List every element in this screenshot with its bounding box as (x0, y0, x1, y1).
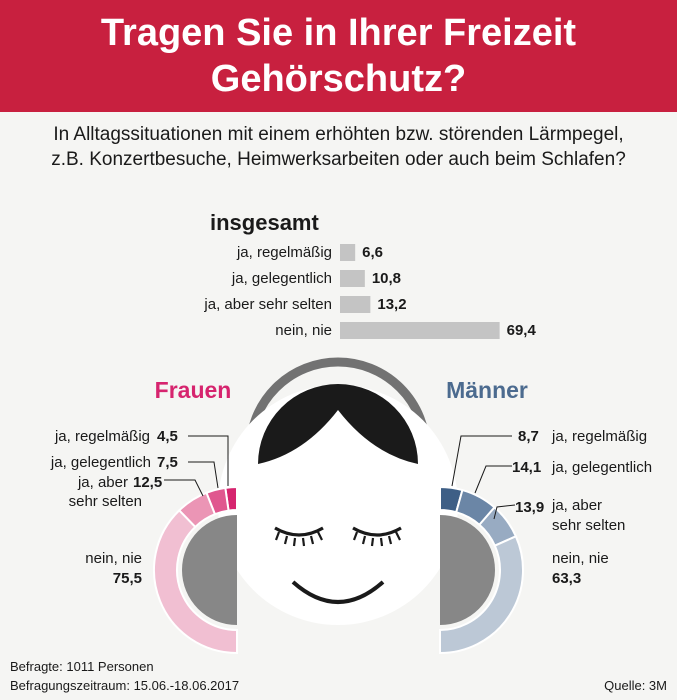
overall-chart-title: insgesamt (210, 210, 319, 235)
maenner-label-selten-1: ja, aber (551, 497, 602, 514)
maenner-label-gelegentlich: ja, gelegentlich (551, 459, 652, 476)
overall-bar (340, 244, 356, 261)
face-illustration (218, 384, 458, 625)
leader-line (474, 465, 512, 494)
frauen-ear-cup (182, 515, 237, 625)
smile (291, 580, 385, 604)
leader-line (451, 435, 512, 487)
maenner-leader-lines (451, 435, 516, 520)
frauen-label-gelegentlich: ja, gelegentlich (50, 454, 151, 471)
overall-bar (340, 270, 365, 287)
overall-category-label: ja, gelegentlich (231, 270, 332, 287)
header-banner: Tragen Sie in Ihrer Freizeit Gehörschutz… (0, 0, 677, 112)
left-closed-eye-icon (274, 526, 324, 537)
maenner-ear-cup (440, 515, 495, 625)
subtitle-line-2: z.B. Konzertbesuche, Heimwerksarbeiten o… (51, 149, 626, 170)
maenner-value-nie: 63,3 (552, 570, 581, 587)
title-line-1: Tragen Sie in Ihrer Freizeit (100, 12, 577, 54)
headphone-band (245, 357, 431, 535)
face-circle (218, 385, 458, 625)
frauen-label-selten-2: sehr selten (69, 493, 142, 510)
maenner-value-selten: 13,9 (515, 499, 544, 516)
overall-value-label: 6,6 (362, 244, 383, 261)
leader-line (493, 504, 516, 520)
overall-value-label: 13,2 (377, 296, 406, 313)
frauen-label-nie: nein, nie (85, 550, 142, 567)
subtitle: In Alltagssituationen mit einem erhöhten… (10, 122, 667, 172)
leader-line (164, 479, 204, 497)
footer-quelle: Quelle: 3M (604, 678, 667, 693)
maenner-label-nie: nein, nie (552, 550, 609, 567)
overall-bars: ja, regelmäßig 6,6 ja, gelegentlich 10,8 ja,… (203, 244, 536, 339)
frauen-slice (153, 508, 238, 655)
overall-bar-chart: insgesamt ja, regelmäßig 6,6 ja, gelegentl… (203, 210, 536, 339)
overall-bar (340, 322, 500, 339)
leader-line (188, 435, 229, 486)
right-closed-eye-icon (352, 526, 402, 537)
title-line-2: Gehörschutz? (210, 58, 467, 100)
frauen-leader-lines (164, 435, 229, 497)
maenner-label-regelmaessig: ja, regelmäßig (551, 428, 647, 445)
frauen-value-gelegentlich: 7,5 (157, 454, 178, 471)
maenner-value-regelmaessig: 8,7 (518, 428, 539, 445)
frauen-value-nie: 75,5 (113, 570, 142, 587)
subtitle-line-1: In Alltagssituationen mit einem erhöhten… (53, 124, 624, 145)
frauen-title: Frauen (155, 377, 232, 403)
overall-category-label: ja, regelmäßig (236, 244, 332, 261)
left-eyelashes (274, 531, 323, 547)
frauen-label-regelmaessig: ja, regelmäßig (54, 428, 150, 445)
maenner-donut (439, 485, 524, 655)
overall-category-label: nein, nie (275, 322, 332, 339)
footer-zeitraum: Befragungszeitraum: 15.06.-18.06.2017 (10, 678, 240, 693)
frauen-label-selten-1: ja, aber (77, 474, 128, 491)
overall-bar (340, 296, 371, 313)
frauen-value-regelmaessig: 4,5 (157, 428, 178, 445)
leader-line (188, 461, 219, 489)
overall-category-label: ja, aber sehr selten (203, 296, 332, 313)
frauen-value-selten: 12,5 (133, 474, 162, 491)
hair (258, 384, 418, 464)
maenner-slice (439, 534, 524, 655)
overall-value-label: 69,4 (507, 322, 537, 339)
maenner-value-gelegentlich: 14,1 (512, 459, 541, 476)
maenner-labels: 8,7 ja, regelmäßig 14,1 ja, gelegentlich… (512, 428, 652, 587)
right-eyelashes (352, 531, 401, 547)
footer-befragte: Befragte: 1011 Personen (10, 659, 154, 674)
overall-value-label: 10,8 (372, 270, 401, 287)
maenner-title: Männer (446, 377, 528, 403)
frauen-labels: ja, regelmäßig 4,5 ja, gelegentlich 7,5 … (50, 428, 178, 587)
maenner-label-selten-2: sehr selten (552, 517, 625, 534)
frauen-donut (153, 485, 238, 655)
